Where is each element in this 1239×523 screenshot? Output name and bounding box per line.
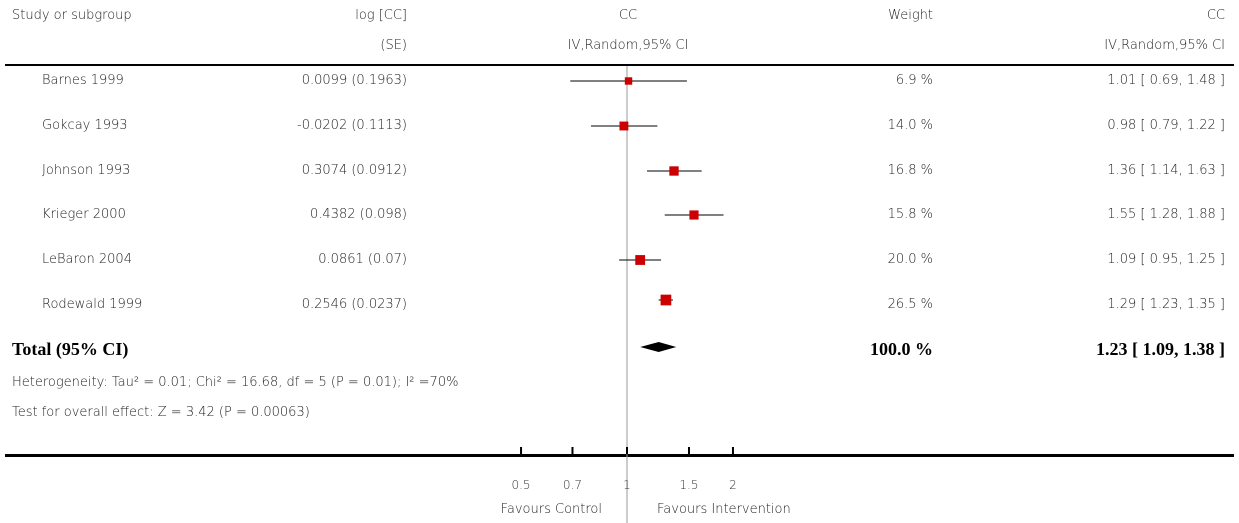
header-cc-method: IV,Random,95% CI <box>1104 38 1225 53</box>
study-weight: 16.8 % <box>887 163 933 178</box>
favours-left-label: Favours Control <box>500 502 602 517</box>
header-rule <box>5 64 1234 66</box>
study-weight: 20.0 % <box>887 252 933 267</box>
total-diamond <box>640 342 677 352</box>
study-logcc-se: 0.4382 (0.098) <box>310 207 407 222</box>
point-estimate-4 <box>635 255 646 265</box>
study-ci: 0.98 [ 0.79, 1.22 ] <box>1107 118 1225 133</box>
x-tick-label-0: 0.5 <box>511 478 530 492</box>
point-estimate-2 <box>669 166 679 176</box>
study-weight: 14.0 % <box>887 118 933 133</box>
overall-effect-text: Test for overall effect: Z = 3.42 (P = 0… <box>12 405 310 420</box>
study-logcc-se: 0.0099 (0.1963) <box>301 73 407 88</box>
study-weight: 15.8 % <box>887 207 933 222</box>
study-name: Gokcay 1993 <box>42 118 128 133</box>
study-ci: 1.55 [ 1.28, 1.88 ] <box>1107 207 1225 222</box>
x-tick-label-4: 2 <box>729 478 737 492</box>
study-name: Barnes 1999 <box>42 73 124 88</box>
total-ci: 1.23 [ 1.09, 1.38 ] <box>1096 339 1225 359</box>
point-estimate-3 <box>689 210 699 220</box>
footer-rule <box>5 454 1234 457</box>
study-weight: 26.5 % <box>887 297 933 312</box>
study-logcc-se: 0.0861 (0.07) <box>318 252 407 267</box>
study-ci: 1.29 [ 1.23, 1.35 ] <box>1107 297 1225 312</box>
point-estimate-5 <box>660 294 672 306</box>
heterogeneity-text: Heterogeneity: Tau² = 0.01; Chi² = 16.68… <box>12 375 459 390</box>
header-cc: CC <box>1206 8 1225 23</box>
x-tick-label-3: 1.5 <box>679 478 698 492</box>
study-weight: 6.9 % <box>895 73 933 88</box>
favours-right-label: Favours Intervention <box>657 502 791 517</box>
x-tick-label-2: 1 <box>623 478 631 492</box>
study-name: LeBaron 2004 <box>42 252 132 267</box>
study-ci: 1.09 [ 0.95, 1.25 ] <box>1107 252 1225 267</box>
header-study: Study or subgroup <box>12 8 132 23</box>
point-estimate-0 <box>624 77 633 85</box>
header-weight: Weight <box>888 8 933 23</box>
study-name: Krieger 2000 <box>42 207 126 222</box>
header-plot-cc: CC <box>618 8 638 23</box>
study-logcc-se: 0.2546 (0.0237) <box>301 297 407 312</box>
header-plot-method: IV,Random,95% CI <box>567 38 689 53</box>
study-name: Johnson 1993 <box>42 163 131 178</box>
header-logcc-se: (SE) <box>380 38 407 53</box>
x-tick-label-1: 0.7 <box>563 478 582 492</box>
study-ci: 1.36 [ 1.14, 1.63 ] <box>1107 163 1225 178</box>
study-ci: 1.01 [ 0.69, 1.48 ] <box>1107 73 1225 88</box>
total-label: Total (95% CI) <box>12 339 129 359</box>
header-logcc: log [CC] <box>355 8 407 23</box>
point-estimate-1 <box>619 121 629 131</box>
study-logcc-se: -0.0202 (0.1113) <box>297 118 407 133</box>
total-weight: 100.0 % <box>870 339 933 359</box>
study-name: Rodewald 1999 <box>42 297 143 312</box>
study-logcc-se: 0.3074 (0.0912) <box>301 163 407 178</box>
